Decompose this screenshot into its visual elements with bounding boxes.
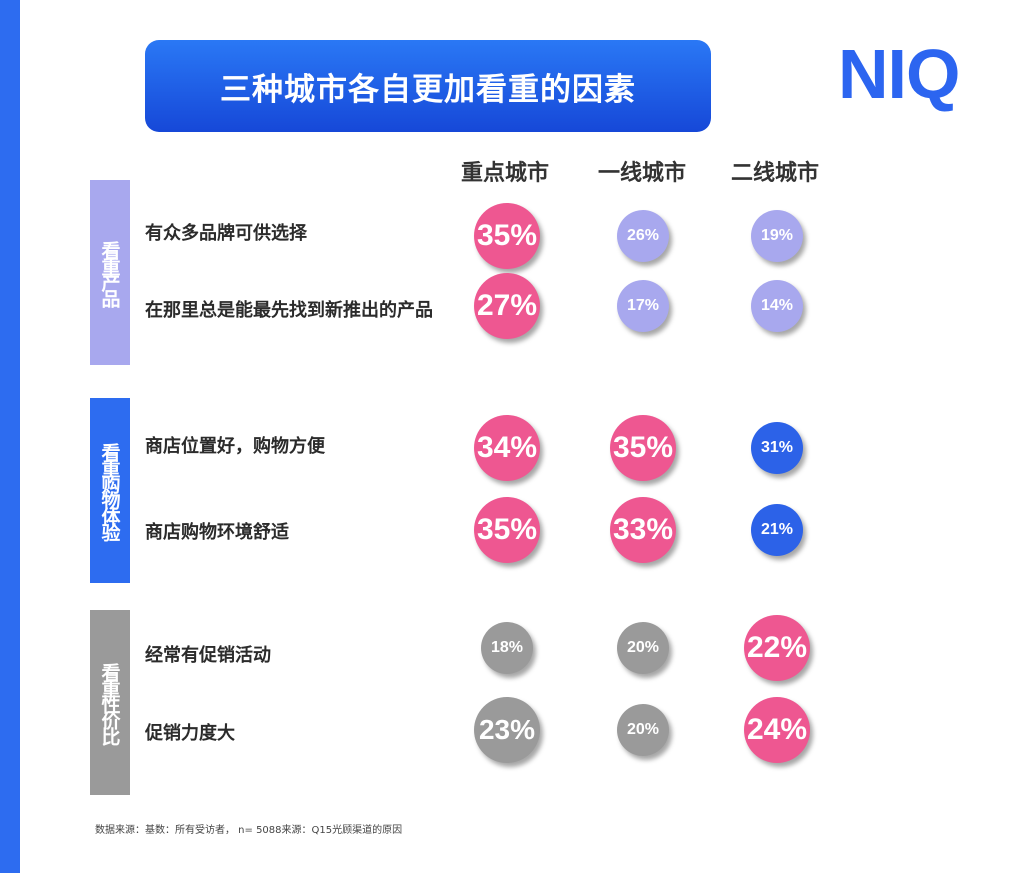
footnote: 数据来源：基数：所有受访者， n= 5088来源：Q15光顾渠道的原因 <box>95 825 403 836</box>
title-banner: 三种城市各自更加看重的因素 <box>145 40 711 132</box>
row-label: 在那里总是能最先找到新推出的产品 <box>145 300 433 321</box>
column-header-3: 二线城市 <box>730 161 819 186</box>
value-bubble: 17% <box>617 280 669 332</box>
group-label-text: 看重产品 <box>98 240 121 305</box>
value-bubble: 31% <box>751 422 803 474</box>
value-bubble: 14% <box>751 280 803 332</box>
value-bubble: 21% <box>751 504 803 556</box>
value-bubble: 35% <box>610 415 676 481</box>
row-label: 经常有促销活动 <box>145 645 271 666</box>
value-bubble: 20% <box>617 704 669 756</box>
column-header-2: 一线城市 <box>597 161 686 186</box>
value-bubble: 33% <box>610 497 676 563</box>
group-label-3: 看重性价比 <box>90 610 130 795</box>
group-label-2: 看重购物体验 <box>90 398 130 583</box>
row-label: 商店购物环境舒适 <box>145 522 289 543</box>
group-label-1: 看重产品 <box>90 180 130 365</box>
value-bubble: 23% <box>474 697 540 763</box>
niq-logo: NIQ <box>838 35 960 113</box>
value-bubble: 34% <box>474 415 540 481</box>
page-title: 三种城市各自更加看重的因素 <box>220 71 636 108</box>
value-bubble: 24% <box>744 697 810 763</box>
value-bubble: 19% <box>751 210 803 262</box>
value-bubble: 22% <box>744 615 810 681</box>
left-accent-bar <box>0 0 20 873</box>
group-label-text: 看重购物体验 <box>98 442 121 539</box>
value-bubble: 20% <box>617 622 669 674</box>
row-label: 商店位置好，购物方便 <box>145 436 325 457</box>
value-bubble: 27% <box>474 273 540 339</box>
row-label: 促销力度大 <box>145 723 235 744</box>
row-label: 有众多品牌可供选择 <box>145 223 307 244</box>
value-bubble: 35% <box>474 203 540 269</box>
value-bubble: 18% <box>481 622 533 674</box>
value-bubble: 35% <box>474 497 540 563</box>
group-label-text: 看重性价比 <box>98 662 121 743</box>
column-header-1: 重点城市 <box>460 161 549 186</box>
value-bubble: 26% <box>617 210 669 262</box>
